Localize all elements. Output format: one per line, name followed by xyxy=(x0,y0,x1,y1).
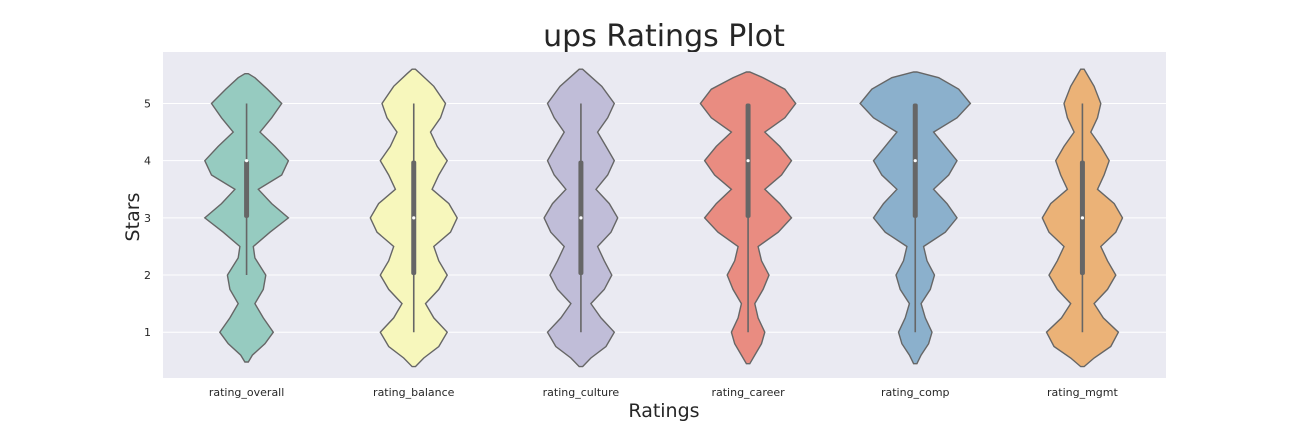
violin-median xyxy=(746,159,750,163)
x-tick-rating_mgmt: rating_mgmt xyxy=(1047,386,1118,399)
plot-area xyxy=(163,52,1166,378)
violin-rating_culture xyxy=(543,68,619,368)
x-tick-rating_culture: rating_culture xyxy=(543,386,620,399)
x-tick-rating_comp: rating_comp xyxy=(881,386,950,399)
x-tick-rating_balance: rating_balance xyxy=(373,386,455,399)
x-tick-rating_career: rating_career xyxy=(711,386,785,399)
x-tick-labels: rating_overall rating_balance rating_cultu… xyxy=(209,386,1119,399)
y-tick-1: 1 xyxy=(144,326,151,339)
chart-title: ups Ratings Plot xyxy=(543,19,785,54)
x-tick-rating_overall: rating_overall xyxy=(209,386,284,399)
grid-lines xyxy=(163,102,1166,333)
y-tick-2: 2 xyxy=(144,269,151,282)
violin-median xyxy=(1080,216,1085,220)
x-axis-label: Ratings xyxy=(628,400,699,422)
violin-box xyxy=(244,160,250,218)
y-tick-4: 4 xyxy=(144,155,151,168)
violins xyxy=(203,68,1124,368)
violin-rating_career xyxy=(699,71,797,365)
violin-median xyxy=(412,216,416,220)
y-tick-5: 5 xyxy=(144,97,151,110)
y-axis-label: Stars xyxy=(122,193,144,242)
violin-median xyxy=(913,159,917,163)
violin-rating_mgmt xyxy=(1041,68,1124,368)
violin-rating_balance xyxy=(369,68,458,368)
y-tick-3: 3 xyxy=(144,212,151,225)
violin-median xyxy=(244,159,249,163)
violin-rating_comp xyxy=(859,71,972,365)
y-tick-labels: 1 2 3 4 5 xyxy=(144,97,151,339)
violin-rating_overall xyxy=(203,73,290,363)
violin-median xyxy=(579,216,583,220)
